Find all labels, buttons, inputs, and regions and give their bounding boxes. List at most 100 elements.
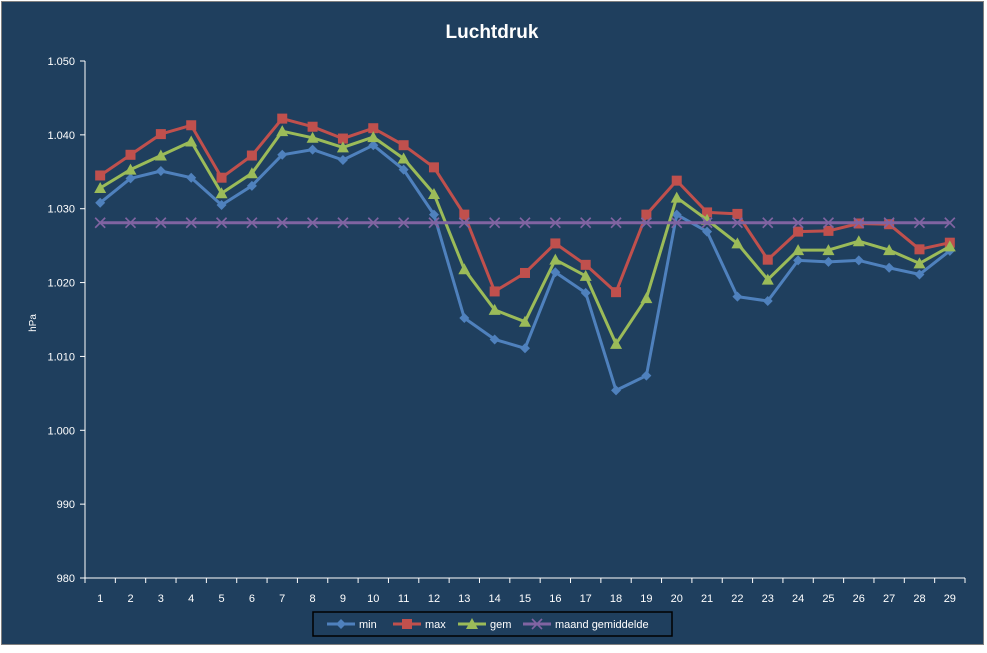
data-point-gem xyxy=(792,244,805,256)
data-point-maand-gemiddelde xyxy=(610,217,622,229)
data-point-max xyxy=(95,170,106,181)
legend-label: min xyxy=(359,619,377,631)
x-tick-label: 23 xyxy=(762,593,774,605)
data-point-maand-gemiddelde xyxy=(580,217,592,229)
data-point-min xyxy=(95,197,106,208)
data-point-maand-gemiddelde xyxy=(185,217,197,229)
data-point-maand-gemiddelde-stroke xyxy=(398,217,410,229)
x-tick-label: 12 xyxy=(428,593,440,605)
data-point-maand-gemiddelde xyxy=(276,217,288,229)
data-point-min xyxy=(125,173,136,184)
x-tick-label: 10 xyxy=(367,593,379,605)
data-point-gem xyxy=(336,141,349,153)
data-point-max xyxy=(671,175,682,186)
x-tick-label: 18 xyxy=(610,593,622,605)
x-tick-label: 2 xyxy=(127,593,133,605)
data-point-gem xyxy=(913,257,926,269)
chart-title: Luchtdruk xyxy=(446,22,539,43)
data-point-maand-gemiddelde-stroke xyxy=(337,217,349,229)
data-point-max xyxy=(580,259,591,270)
data-point-maand-gemiddelde xyxy=(337,217,349,229)
data-point-gem xyxy=(852,235,865,247)
legend-label: max xyxy=(425,619,446,631)
data-point-maand-gemiddelde-stroke xyxy=(944,217,956,229)
x-tick-label: 1 xyxy=(97,593,103,605)
y-axis-label: hPa xyxy=(28,314,39,332)
data-point-maand-gemiddelde-stroke xyxy=(853,217,865,229)
x-tick-label: 13 xyxy=(458,593,470,605)
data-point-maand-gemiddelde xyxy=(367,217,379,229)
data-point-maand-gemiddelde-stroke xyxy=(580,217,592,229)
data-point-gem xyxy=(306,131,319,143)
data-point-maand-gemiddelde-stroke xyxy=(428,217,440,229)
x-tick-label: 9 xyxy=(340,593,346,605)
data-point-gem xyxy=(215,187,228,199)
data-point-max xyxy=(337,133,348,144)
data-point-max xyxy=(611,287,622,298)
data-point-maand-gemiddelde-stroke xyxy=(822,217,835,229)
data-point-maand-gemiddelde-stroke xyxy=(276,217,288,229)
data-point-max xyxy=(762,254,773,265)
data-point-min xyxy=(671,209,682,220)
data-point-maand-gemiddelde-stroke xyxy=(610,217,622,229)
x-tick-label: 25 xyxy=(822,593,834,605)
x-tick-label: 29 xyxy=(944,593,956,605)
data-point-maand-gemiddelde-stroke xyxy=(731,217,743,229)
data-point-maand-gemiddelde xyxy=(307,217,319,229)
data-point-min xyxy=(793,255,804,266)
x-tick-label: 20 xyxy=(671,593,683,605)
data-point-maand-gemiddelde xyxy=(792,217,804,229)
x-tick-label: 28 xyxy=(913,593,925,605)
legend-entry-gem: gem xyxy=(458,618,511,631)
legend-label: maand gemiddelde xyxy=(555,619,649,631)
data-point-max xyxy=(459,209,470,220)
data-point-min xyxy=(611,385,622,396)
data-point-maand-gemiddelde xyxy=(640,217,652,229)
data-point-maand-gemiddelde-stroke xyxy=(549,217,561,229)
data-point-gem xyxy=(640,292,653,304)
x-tick-label: 15 xyxy=(519,593,531,605)
x-tick-label: 5 xyxy=(218,593,224,605)
data-point-min xyxy=(732,291,743,302)
data-point-maand-gemiddelde xyxy=(701,217,713,229)
data-point-gem xyxy=(124,163,137,175)
data-point-max xyxy=(702,207,713,218)
data-point-max xyxy=(914,244,925,255)
data-point-maand-gemiddelde-stroke xyxy=(94,217,106,229)
data-point-min xyxy=(914,269,925,280)
data-point-maand-gemiddelde xyxy=(489,217,501,229)
data-point-gem xyxy=(154,149,167,161)
data-point-max xyxy=(368,123,379,134)
data-point-gem xyxy=(731,237,744,249)
legend-label: gem xyxy=(490,619,511,631)
data-point-gem xyxy=(670,191,683,203)
data-point-gem xyxy=(185,135,198,147)
data-point-gem xyxy=(94,182,107,194)
x-tick-label: 7 xyxy=(279,593,285,605)
data-point-gem xyxy=(245,167,258,179)
data-point-maand-gemiddelde-stroke xyxy=(307,217,319,229)
data-point-gem xyxy=(427,187,440,199)
data-point-maand-gemiddelde xyxy=(671,217,683,229)
data-point-max xyxy=(793,226,804,237)
data-point-min xyxy=(428,209,439,220)
data-point-min xyxy=(398,164,409,175)
data-point-min xyxy=(520,343,530,354)
data-point-max xyxy=(307,121,318,132)
data-point-gem xyxy=(519,315,531,327)
data-point-max xyxy=(125,149,136,160)
y-tick-label: 1.020 xyxy=(47,278,75,290)
data-point-max xyxy=(246,150,257,161)
data-point-gem xyxy=(276,125,289,137)
data-point-maand-gemiddelde xyxy=(731,217,743,229)
y-tick-label: 1.000 xyxy=(47,425,75,437)
data-point-maand-gemiddelde xyxy=(519,217,531,229)
data-point-maand-gemiddelde xyxy=(883,217,895,229)
data-point-max xyxy=(186,120,197,131)
legend-entry-max: max xyxy=(393,619,446,631)
legend-entry-maand-gemiddelde: maand gemiddelde xyxy=(523,618,649,631)
x-tick-label: 6 xyxy=(249,593,255,605)
data-point-maand-gemiddelde xyxy=(822,217,835,229)
